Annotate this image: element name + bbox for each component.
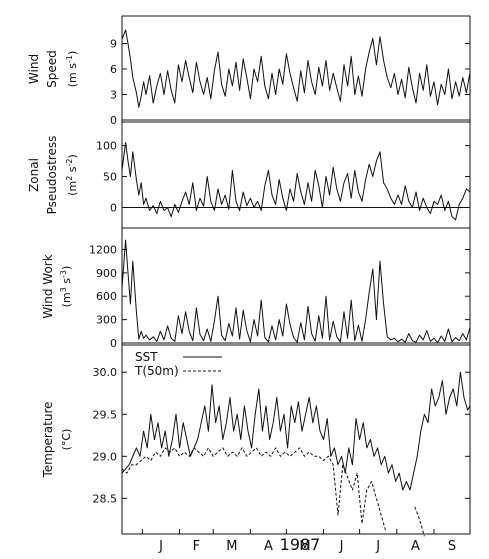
month-label: A [264,539,273,554]
y-tick-label: 600 [96,290,117,303]
y-axis-label-2: Pseudostress [45,136,59,215]
month-label: F [193,539,200,554]
y-axis-label: Wind [27,54,41,84]
legend-label: SST [135,350,158,364]
month-label: M [226,539,237,554]
y-tick-label: 0 [110,201,117,214]
y-tick-label: 0 [110,114,117,127]
y-tick-label: 6 [110,63,117,76]
y-unit-label: (m3 s-3) [59,266,74,308]
y-unit-label: (m2 s-2) [65,154,80,196]
series-line [121,239,471,344]
y-axis-label: Temperature [41,401,55,478]
panel-1: 0 3 6 9 Wind Speed (m s-1) [27,15,471,127]
y-tick-label: 50 [103,171,117,184]
series-line-t-50m- [121,447,425,537]
y-unit-label: (°C) [60,429,73,451]
panel-3: 0 300 600 900 1200 Wind Work (m3 s-3) [41,227,471,350]
month-label: J [375,539,380,554]
series-line-sst [121,371,471,491]
y-axis-label-2: Speed [45,50,59,88]
y-tick-label: 28.5 [93,492,118,505]
y-tick-label: 900 [96,267,117,280]
month-label: J [158,539,163,554]
y-tick-label: 29.5 [93,408,118,421]
year-label: 1987 [280,535,321,554]
y-tick-label: 9 [110,38,117,51]
month-label: J [339,539,344,554]
month-label: M [299,539,310,554]
month-label: S [448,539,456,554]
month-label: A [411,539,420,554]
panel-frame [121,227,471,346]
y-unit-label: (m s-1) [65,51,80,88]
panels-group: 0 3 6 9 Wind Speed (m s-1) 0 50 100 Zonal Pseudostr… [27,15,471,537]
y-tick-label: 0 [110,337,117,350]
y-axis-label: Wind Work [41,254,55,318]
series-line [121,142,471,221]
y-axis-label: Zonal [27,158,41,192]
panel-frame [121,121,471,229]
legend-label: T(50m) [134,364,179,378]
y-tick-label: 30.0 [93,366,118,379]
panel-frame [121,15,471,123]
y-tick-label: 300 [96,314,117,327]
panel-2: 0 50 100 Zonal Pseudostress (m2 s-2) [27,121,471,229]
y-tick-label: 3 [110,89,117,102]
y-tick-label: 29.0 [93,450,118,463]
panel-frame [121,344,471,535]
series-line [121,29,471,108]
y-tick-label: 1200 [89,243,117,256]
y-tick-label: 100 [96,140,117,153]
